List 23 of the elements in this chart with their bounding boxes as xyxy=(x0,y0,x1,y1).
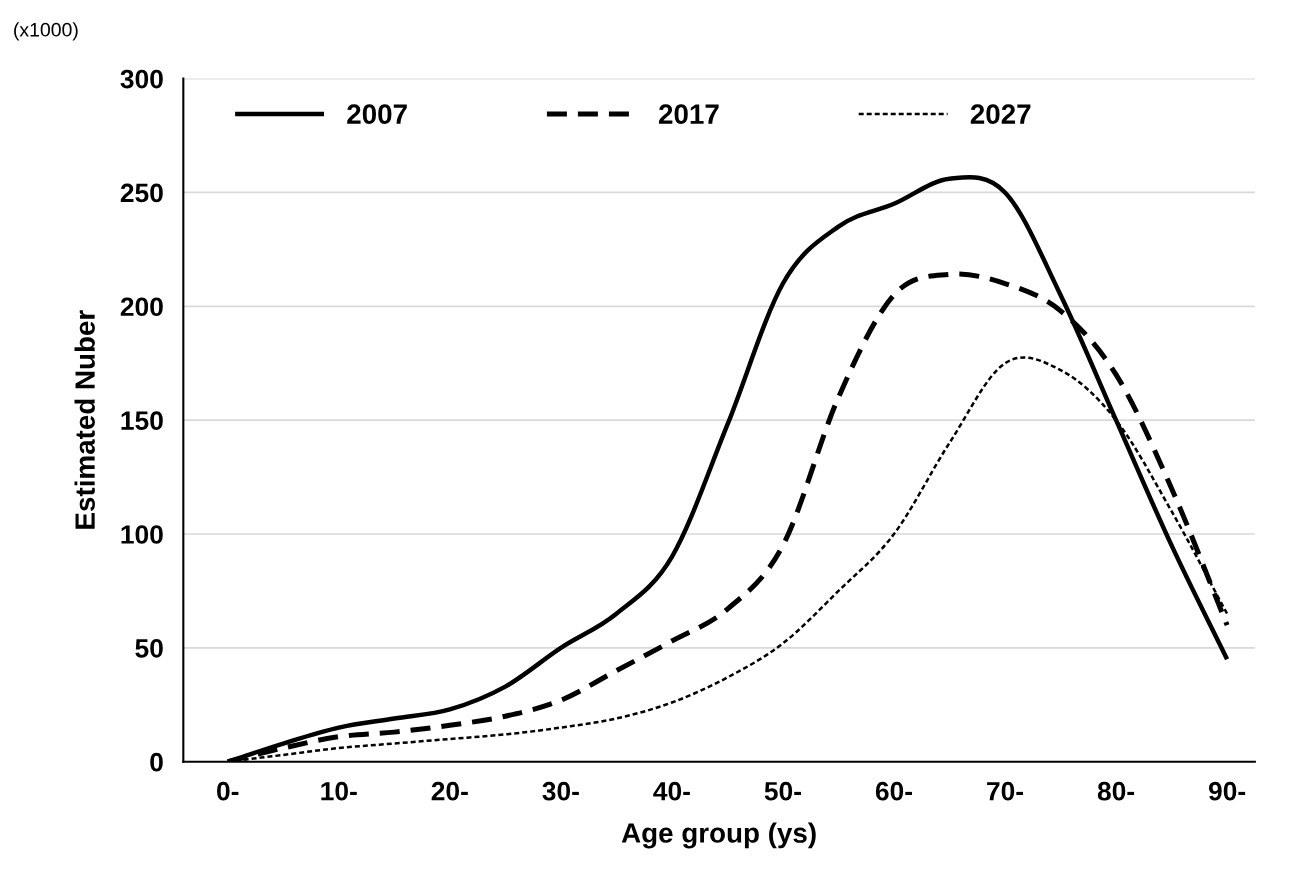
x-tick-label: 40- xyxy=(653,781,690,801)
y-tick-label: 0 xyxy=(150,752,163,772)
x-tick-label: 70- xyxy=(987,781,1024,801)
y-tick-label: 150 xyxy=(121,411,163,430)
x-tick-label: 60- xyxy=(875,781,912,801)
y-tick-label: 300 xyxy=(120,69,163,89)
x-tick-label: 0- xyxy=(217,781,239,801)
y-tick-label: 100 xyxy=(121,525,163,544)
x-tick-label: 30- xyxy=(542,781,579,801)
x-tick-label: 10- xyxy=(321,781,357,801)
x-tick-label: 80- xyxy=(1097,781,1135,801)
text: (x1000) xyxy=(14,22,78,41)
y-tick-label: 50 xyxy=(135,639,163,658)
legend-label: 2007 xyxy=(347,104,407,124)
x-axis-title: Age group (ys) xyxy=(621,822,816,849)
x-tick-label: 50- xyxy=(764,781,801,801)
x-tick-label: 20- xyxy=(431,781,468,801)
y-axis-title: Estimated Nuber xyxy=(74,310,95,529)
y-tick-label: 250 xyxy=(120,183,163,203)
legend-label: 2017 xyxy=(658,104,719,124)
legend-label: 2027 xyxy=(970,104,1031,124)
y-tick-label: 200 xyxy=(120,297,163,317)
x-tick-label: 90- xyxy=(1208,781,1246,801)
